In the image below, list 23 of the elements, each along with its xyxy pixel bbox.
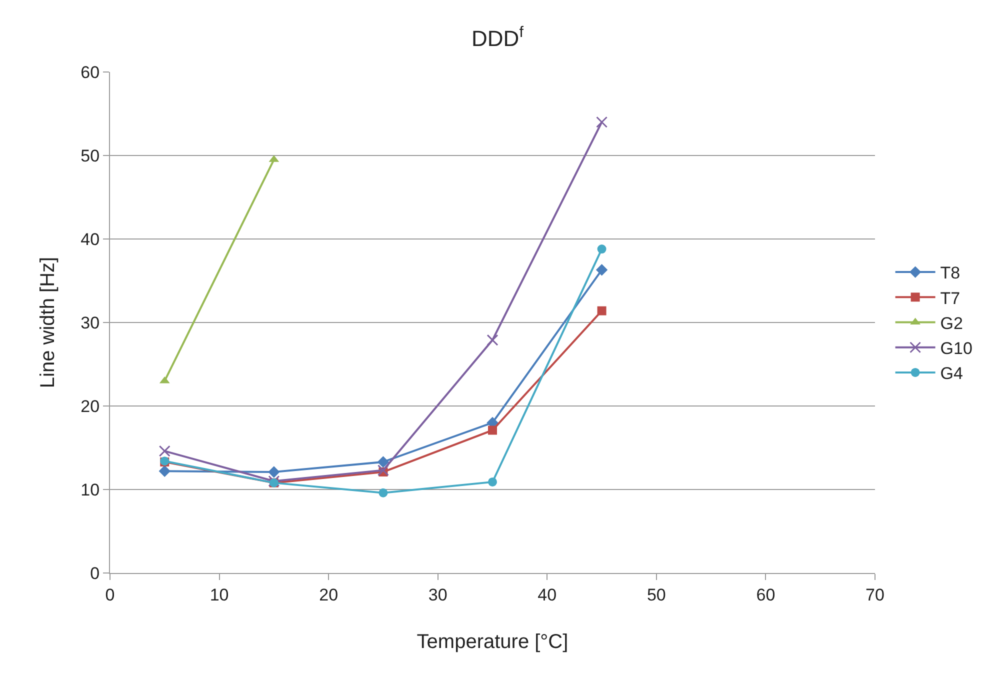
x-tick-label: 70: [866, 585, 884, 604]
y-tick-label: 50: [80, 146, 100, 166]
legend-label: T8: [940, 264, 960, 283]
x-tick-label: 50: [646, 585, 666, 604]
x-tick-label: 40: [538, 585, 557, 604]
x-axis-title: Temperature [°C]: [416, 630, 568, 653]
legend-label: G4: [940, 364, 963, 384]
x-tick-label: 0: [105, 585, 115, 604]
y-tick-label: 20: [80, 396, 100, 416]
legend-label: T7: [940, 288, 960, 308]
x-tick-label: 60: [756, 585, 776, 604]
x-tick-label: 20: [319, 585, 338, 604]
y-tick-label: 60: [80, 62, 100, 82]
chart-title: DDD$^{f}$: [472, 24, 524, 52]
y-tick-label: 10: [80, 480, 100, 500]
x-tick-label: 30: [428, 585, 448, 604]
y-tick-label: 0: [90, 564, 100, 583]
x-tick-label: 10: [210, 585, 229, 604]
y-tick-label: 30: [80, 313, 100, 332]
legend-label: G2: [940, 314, 963, 333]
y-axis-title: Line width [Hz]: [37, 256, 60, 388]
y-tick-label: 40: [80, 230, 100, 249]
legend-label: G10: [940, 338, 972, 358]
